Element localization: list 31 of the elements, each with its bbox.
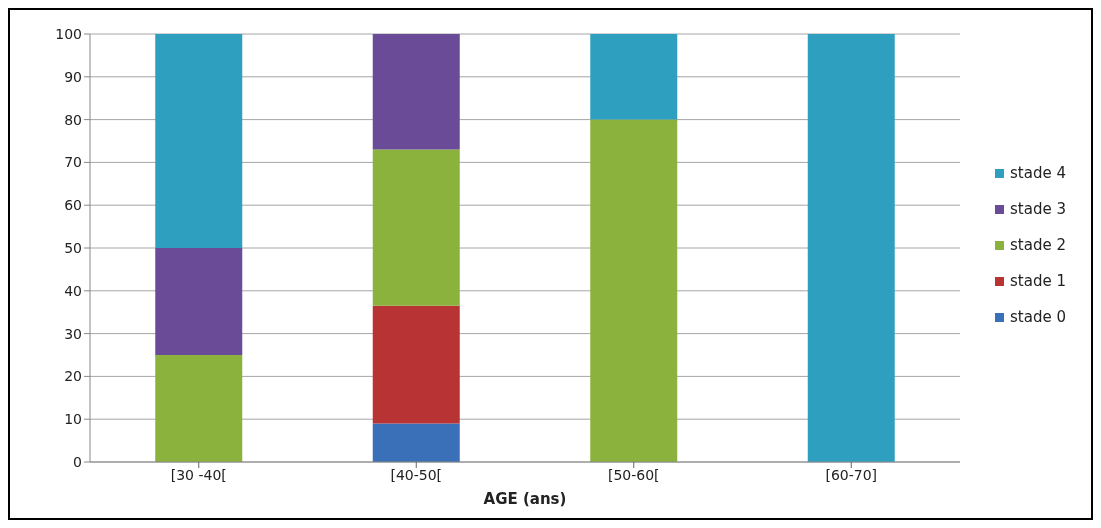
y-tick-label: 40	[64, 282, 82, 299]
y-tick-label: 90	[64, 68, 82, 85]
x-tick-label: [40-50[	[390, 466, 443, 483]
y-tick-label: 100	[55, 25, 82, 42]
y-tick-label: 30	[64, 325, 82, 342]
bar	[372, 149, 460, 306]
legend-label: stade 2	[1010, 236, 1066, 254]
legend-label: stade 0	[1010, 308, 1066, 326]
bar	[590, 119, 678, 462]
bar	[155, 355, 243, 462]
bar	[155, 34, 243, 248]
bar	[807, 34, 895, 462]
legend-label: stade 1	[1010, 272, 1066, 290]
x-tick-label: [30 -40[	[170, 466, 227, 483]
x-tick-label: [50-60[	[607, 466, 660, 483]
y-tick-label: 20	[64, 368, 82, 385]
y-tick-label: 70	[64, 154, 82, 171]
legend-label: stade 4	[1010, 164, 1066, 182]
x-tick-label: [60-70]	[825, 466, 878, 483]
bar	[590, 34, 678, 120]
bar	[372, 305, 460, 424]
legend-label: stade 3	[1010, 200, 1066, 218]
bar	[372, 423, 460, 462]
y-tick-label: 60	[64, 197, 82, 214]
y-tick-label: 0	[73, 453, 82, 470]
y-tick-label: 80	[64, 111, 82, 128]
y-tick-label: 50	[64, 239, 82, 256]
y-tick-label: 10	[64, 411, 82, 428]
bar	[372, 34, 460, 150]
x-axis-title: AGE (ans)	[483, 490, 567, 508]
bar	[155, 248, 243, 355]
